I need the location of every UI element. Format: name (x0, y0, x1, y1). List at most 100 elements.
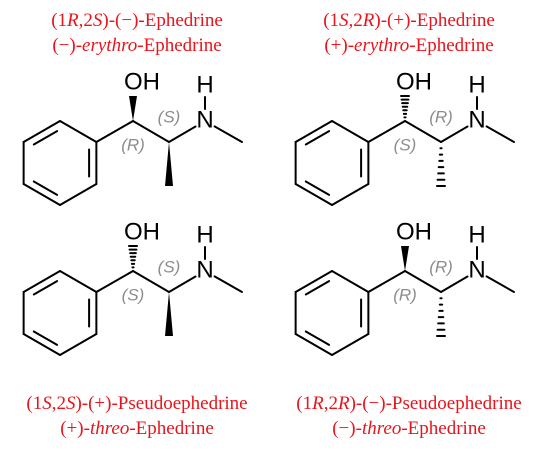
name-part: threo (362, 418, 401, 439)
name-part: -Ephedrine (401, 418, 485, 439)
name-part: erythro (354, 35, 409, 56)
bond (168, 275, 197, 293)
name-part: ,2 (349, 10, 363, 31)
bond (404, 270, 442, 293)
name-part: -Ephedrine (137, 35, 221, 56)
bond (213, 275, 243, 293)
name-part: ,2 (324, 393, 338, 414)
name-part: S (339, 10, 349, 31)
stereo-label: (S) (394, 135, 417, 154)
compound-name: (1S,2R)-(+)-Ephedrine (323, 10, 495, 31)
compound-name: (+)-threo-Ephedrine (60, 418, 214, 439)
hydroxyl-label: OH (124, 68, 160, 95)
nitrogen-label: N (468, 256, 485, 283)
bond (95, 120, 134, 143)
bond (213, 125, 243, 143)
compound-name: (−)-erythro-Ephedrine (52, 35, 221, 56)
name-part: -Ephedrine (129, 418, 213, 439)
wedge-bond (401, 246, 409, 271)
bond (304, 330, 331, 346)
bond (331, 270, 370, 293)
name-part: )-(−)-Ephedrine (102, 10, 222, 31)
compound-name: (1S,2S)-(+)-Pseudoephedrine (26, 393, 247, 414)
name-part: )-(+)-Pseudoephedrine (75, 393, 247, 414)
name-part: S (66, 393, 76, 414)
bond (59, 120, 98, 143)
bond (22, 183, 61, 206)
name-part: -Ephedrine (409, 35, 493, 56)
bond (294, 183, 333, 206)
hydrogen-label: H (468, 71, 485, 98)
bond (294, 120, 333, 143)
name-part: (1 (51, 10, 67, 31)
bond (331, 333, 370, 356)
bond (32, 330, 59, 346)
name-part: ,2 (52, 393, 66, 414)
name-part: S (93, 10, 103, 31)
bond (32, 180, 59, 196)
name-part: R (362, 10, 375, 31)
compound-name: (1R,2S)-(−)-Ephedrine (51, 10, 223, 31)
stereo-label: (S) (122, 285, 145, 304)
wedge-bond (165, 292, 173, 336)
nitrogen-label: N (196, 106, 213, 133)
molecule: OH NH (R) (R) (294, 218, 515, 356)
bond (22, 333, 61, 356)
bond (32, 130, 59, 146)
nitrogen-label: N (196, 256, 213, 283)
bond (331, 120, 370, 143)
hydroxyl-label: OH (396, 218, 432, 245)
bond (22, 120, 61, 143)
compound-name: (1R,2R)-(−)-Pseudoephedrine (296, 393, 521, 414)
bond (294, 270, 333, 293)
wedge-bond (129, 96, 137, 121)
stereo-label: (R) (121, 135, 145, 154)
bond (95, 270, 134, 293)
name-part: (1 (323, 10, 339, 31)
bond (132, 270, 170, 293)
bond (331, 183, 370, 206)
wedge-bond (165, 142, 173, 186)
bond (404, 120, 442, 143)
name-part: (1 (296, 393, 312, 414)
bond (59, 333, 98, 356)
bond (59, 183, 98, 206)
name-part: (−)- (332, 418, 362, 439)
stereo-label: (S) (158, 257, 181, 276)
bond (304, 130, 331, 146)
name-part: (+)- (60, 418, 90, 439)
molecule: OH NH (S) (S) (22, 218, 243, 356)
bond (132, 120, 170, 143)
bond (32, 280, 59, 296)
bond (367, 120, 406, 143)
bond (304, 180, 331, 196)
hydrogen-label: H (196, 221, 213, 248)
compound-name: (+)-erythro-Ephedrine (324, 35, 493, 56)
molecule: OH NH (R) (S) (22, 68, 243, 206)
nitrogen-label: N (468, 106, 485, 133)
stereo-label: (S) (158, 107, 181, 126)
bond (294, 333, 333, 356)
name-part: (1 (26, 393, 42, 414)
bond (485, 275, 515, 293)
bond (440, 125, 469, 143)
bond (485, 125, 515, 143)
name-part: threo (90, 418, 129, 439)
name-part: ,2 (79, 10, 93, 31)
name-part: )-(+)-Ephedrine (374, 10, 494, 31)
molecule: OH NH (S) (R) (294, 68, 515, 206)
bond (59, 270, 98, 293)
bond (168, 125, 197, 143)
stereo-label: (R) (393, 285, 417, 304)
name-part: )-(−)-Pseudoephedrine (350, 393, 522, 414)
name-part: S (42, 393, 52, 414)
bond (367, 270, 406, 293)
name-part: R (311, 393, 324, 414)
hydrogen-label: H (196, 71, 213, 98)
name-part: R (66, 10, 79, 31)
name-part: (−)- (52, 35, 82, 56)
hydroxyl-label: OH (124, 218, 160, 245)
stereo-label: (R) (429, 107, 453, 126)
bond (440, 275, 469, 293)
